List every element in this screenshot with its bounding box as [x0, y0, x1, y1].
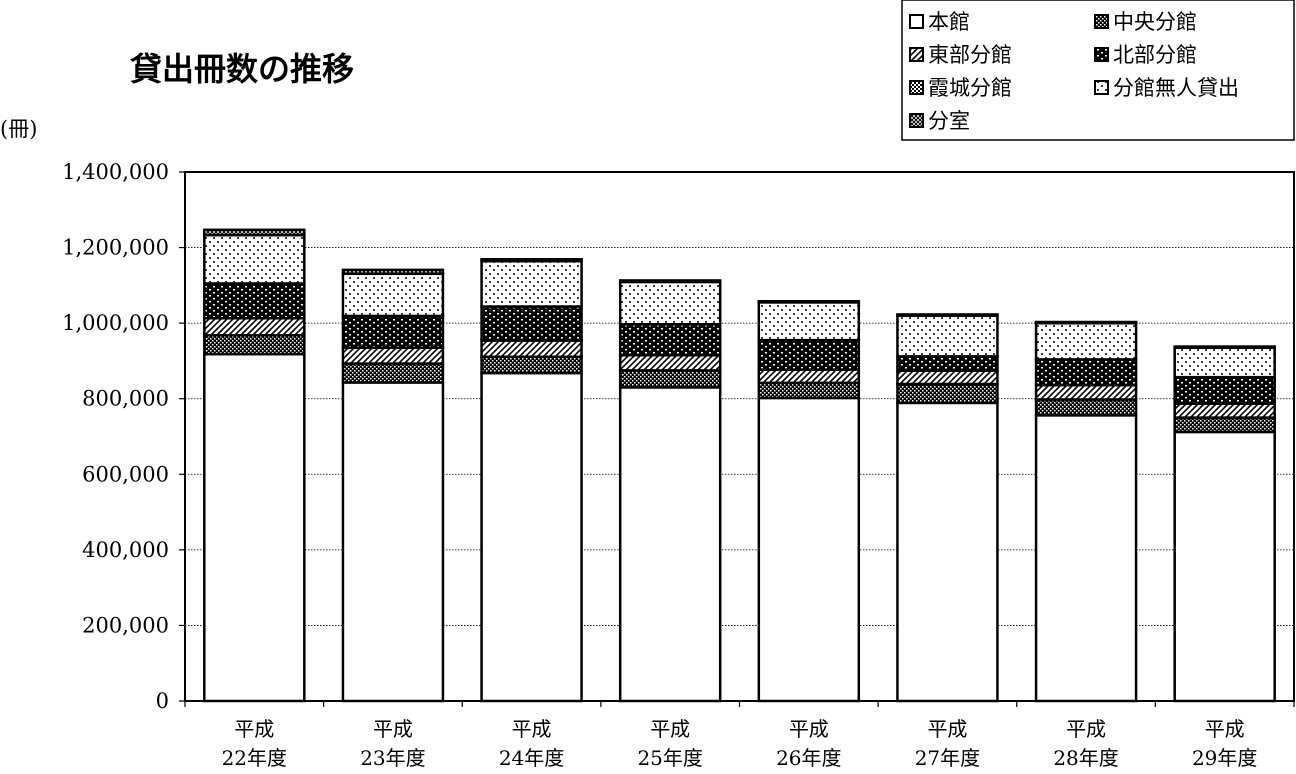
bar-segment [896, 382, 999, 405]
legend-label: 分室 [928, 109, 970, 133]
x-tick-label: 27年度 [915, 746, 980, 770]
bar-segment [1034, 320, 1138, 325]
x-tick-label: 平成 [512, 717, 552, 741]
x-tick-label: 平成 [789, 717, 829, 741]
bar-segment [1173, 345, 1276, 349]
bar-segment [203, 233, 306, 285]
bar-segment [1034, 321, 1138, 361]
legend-swatch [909, 113, 924, 128]
bar-segment [757, 299, 861, 304]
y-tick-label: 1,000,000 [62, 311, 169, 335]
bar-segment [341, 272, 445, 318]
y-tick-label: 1,400,000 [62, 160, 169, 184]
bars [203, 228, 1276, 703]
bar-segment [480, 259, 583, 308]
bar-segment [480, 305, 583, 342]
bar-segment [203, 352, 306, 703]
bar-segment [203, 228, 306, 237]
x-tick-label: 平成 [373, 717, 413, 741]
x-tick-label: 平成 [927, 717, 967, 741]
bar-segment [480, 339, 583, 359]
bar-segment [757, 301, 861, 342]
bar-segment [341, 346, 445, 365]
bar-segment [618, 280, 722, 326]
x-tick-label: 26年度 [776, 746, 841, 770]
bar-segment [1173, 346, 1276, 379]
bar-segment [480, 355, 583, 375]
bar-segment [203, 316, 306, 337]
bar-segment [618, 354, 722, 372]
y-tick-labels: 0 200,000 400,000 600,000 800,000 1,000,000 1,… [62, 160, 169, 713]
legend-label: 霞城分館 [928, 76, 1012, 100]
x-tick-label: 22年度 [222, 746, 287, 770]
bar-segment [203, 333, 306, 356]
x-tick-label: 25年度 [637, 746, 702, 770]
bar-segment [1034, 383, 1138, 401]
legend-label: 中央分館 [1113, 10, 1197, 34]
bar-segment [203, 282, 306, 320]
bar-segment [480, 371, 583, 703]
y-tick-label: 200,000 [82, 613, 169, 637]
bar-segment [341, 381, 445, 703]
legend-label: 本館 [928, 10, 970, 34]
axes [179, 171, 1295, 707]
bar-segment [1173, 416, 1276, 434]
chart-title: 貸出冊数の推移 [130, 50, 354, 88]
y-tick-label: 0 [156, 689, 169, 713]
y-tick-label: 1,200,000 [62, 236, 169, 260]
bar-segment [757, 381, 861, 400]
legend-label: 東部分館 [928, 43, 1012, 67]
x-tick-labels: 平成 22年度 平成 23年度 平成 24年度 平成 25年度 平成 26年度 平成 27年度 平成 28… [222, 717, 1258, 770]
legend-swatch [909, 80, 924, 95]
bar-segment [1034, 414, 1138, 703]
bar-segment [480, 258, 583, 263]
bar-segment [1173, 375, 1276, 405]
x-tick-label: 28年度 [1053, 746, 1118, 770]
y-tick-label: 400,000 [82, 538, 169, 562]
bar-segment [1173, 402, 1276, 419]
bar-segment [896, 313, 999, 317]
bar-segment [1034, 358, 1138, 387]
x-tick-label: 平成 [1066, 717, 1106, 741]
bar-segment [618, 386, 722, 703]
bar-segment [1173, 430, 1276, 703]
bar-segment [896, 401, 999, 703]
legend-swatch [1094, 80, 1109, 95]
x-tick-label: 24年度 [499, 746, 564, 770]
legend-swatch [909, 47, 924, 62]
y-axis-unit: (冊) [0, 117, 37, 141]
bar-segment [341, 268, 445, 275]
legend-swatch [1094, 47, 1109, 62]
legend-label: 北部分館 [1113, 43, 1197, 67]
x-tick-label: 23年度 [360, 746, 425, 770]
bar-segment [896, 369, 999, 386]
legend-swatch [1094, 14, 1109, 29]
x-tick-label: 平成 [650, 717, 690, 741]
bar-segment [341, 362, 445, 384]
bar-segment [618, 369, 722, 389]
legend-label: 分館無人貸出 [1113, 76, 1239, 100]
bar-segment [1034, 398, 1138, 417]
bar-segment [341, 314, 445, 349]
y-tick-label: 600,000 [82, 462, 169, 486]
legend-swatch [909, 14, 924, 29]
bar-segment [757, 368, 861, 385]
x-tick-label: 29年度 [1192, 746, 1257, 770]
bar-segment [757, 338, 861, 371]
x-tick-label: 平成 [1205, 717, 1245, 741]
y-tick-label: 800,000 [82, 387, 169, 411]
bar-segment [618, 279, 722, 284]
bar-segment [896, 314, 999, 358]
x-tick-label: 平成 [234, 717, 274, 741]
bar-segment [618, 323, 722, 357]
bar-segment [757, 396, 861, 703]
bar-segment [896, 355, 999, 373]
